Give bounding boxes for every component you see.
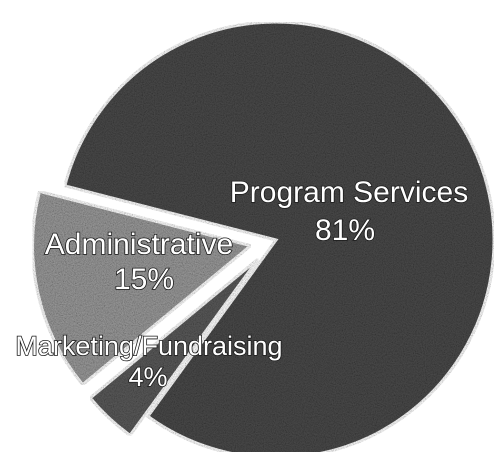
slice-value-marketing-fundraising: 4%	[128, 362, 167, 392]
slice-value-program-services: 81%	[315, 214, 375, 247]
pie-slice-administrative	[31, 189, 254, 387]
slice-label-administrative: Administrative	[45, 228, 233, 261]
labels-group: Program Services 81% Administrative 15% …	[15, 175, 469, 393]
slice-label-marketing-fundraising: Marketing/Fundraising	[15, 331, 282, 361]
slice-label-program-services: Program Services	[230, 176, 468, 209]
slices-group	[31, 20, 496, 452]
slice-value-administrative: 15%	[114, 263, 174, 296]
pie-slice-marketing-fundraising	[88, 257, 260, 438]
pie-slice-program-services	[63, 20, 496, 452]
